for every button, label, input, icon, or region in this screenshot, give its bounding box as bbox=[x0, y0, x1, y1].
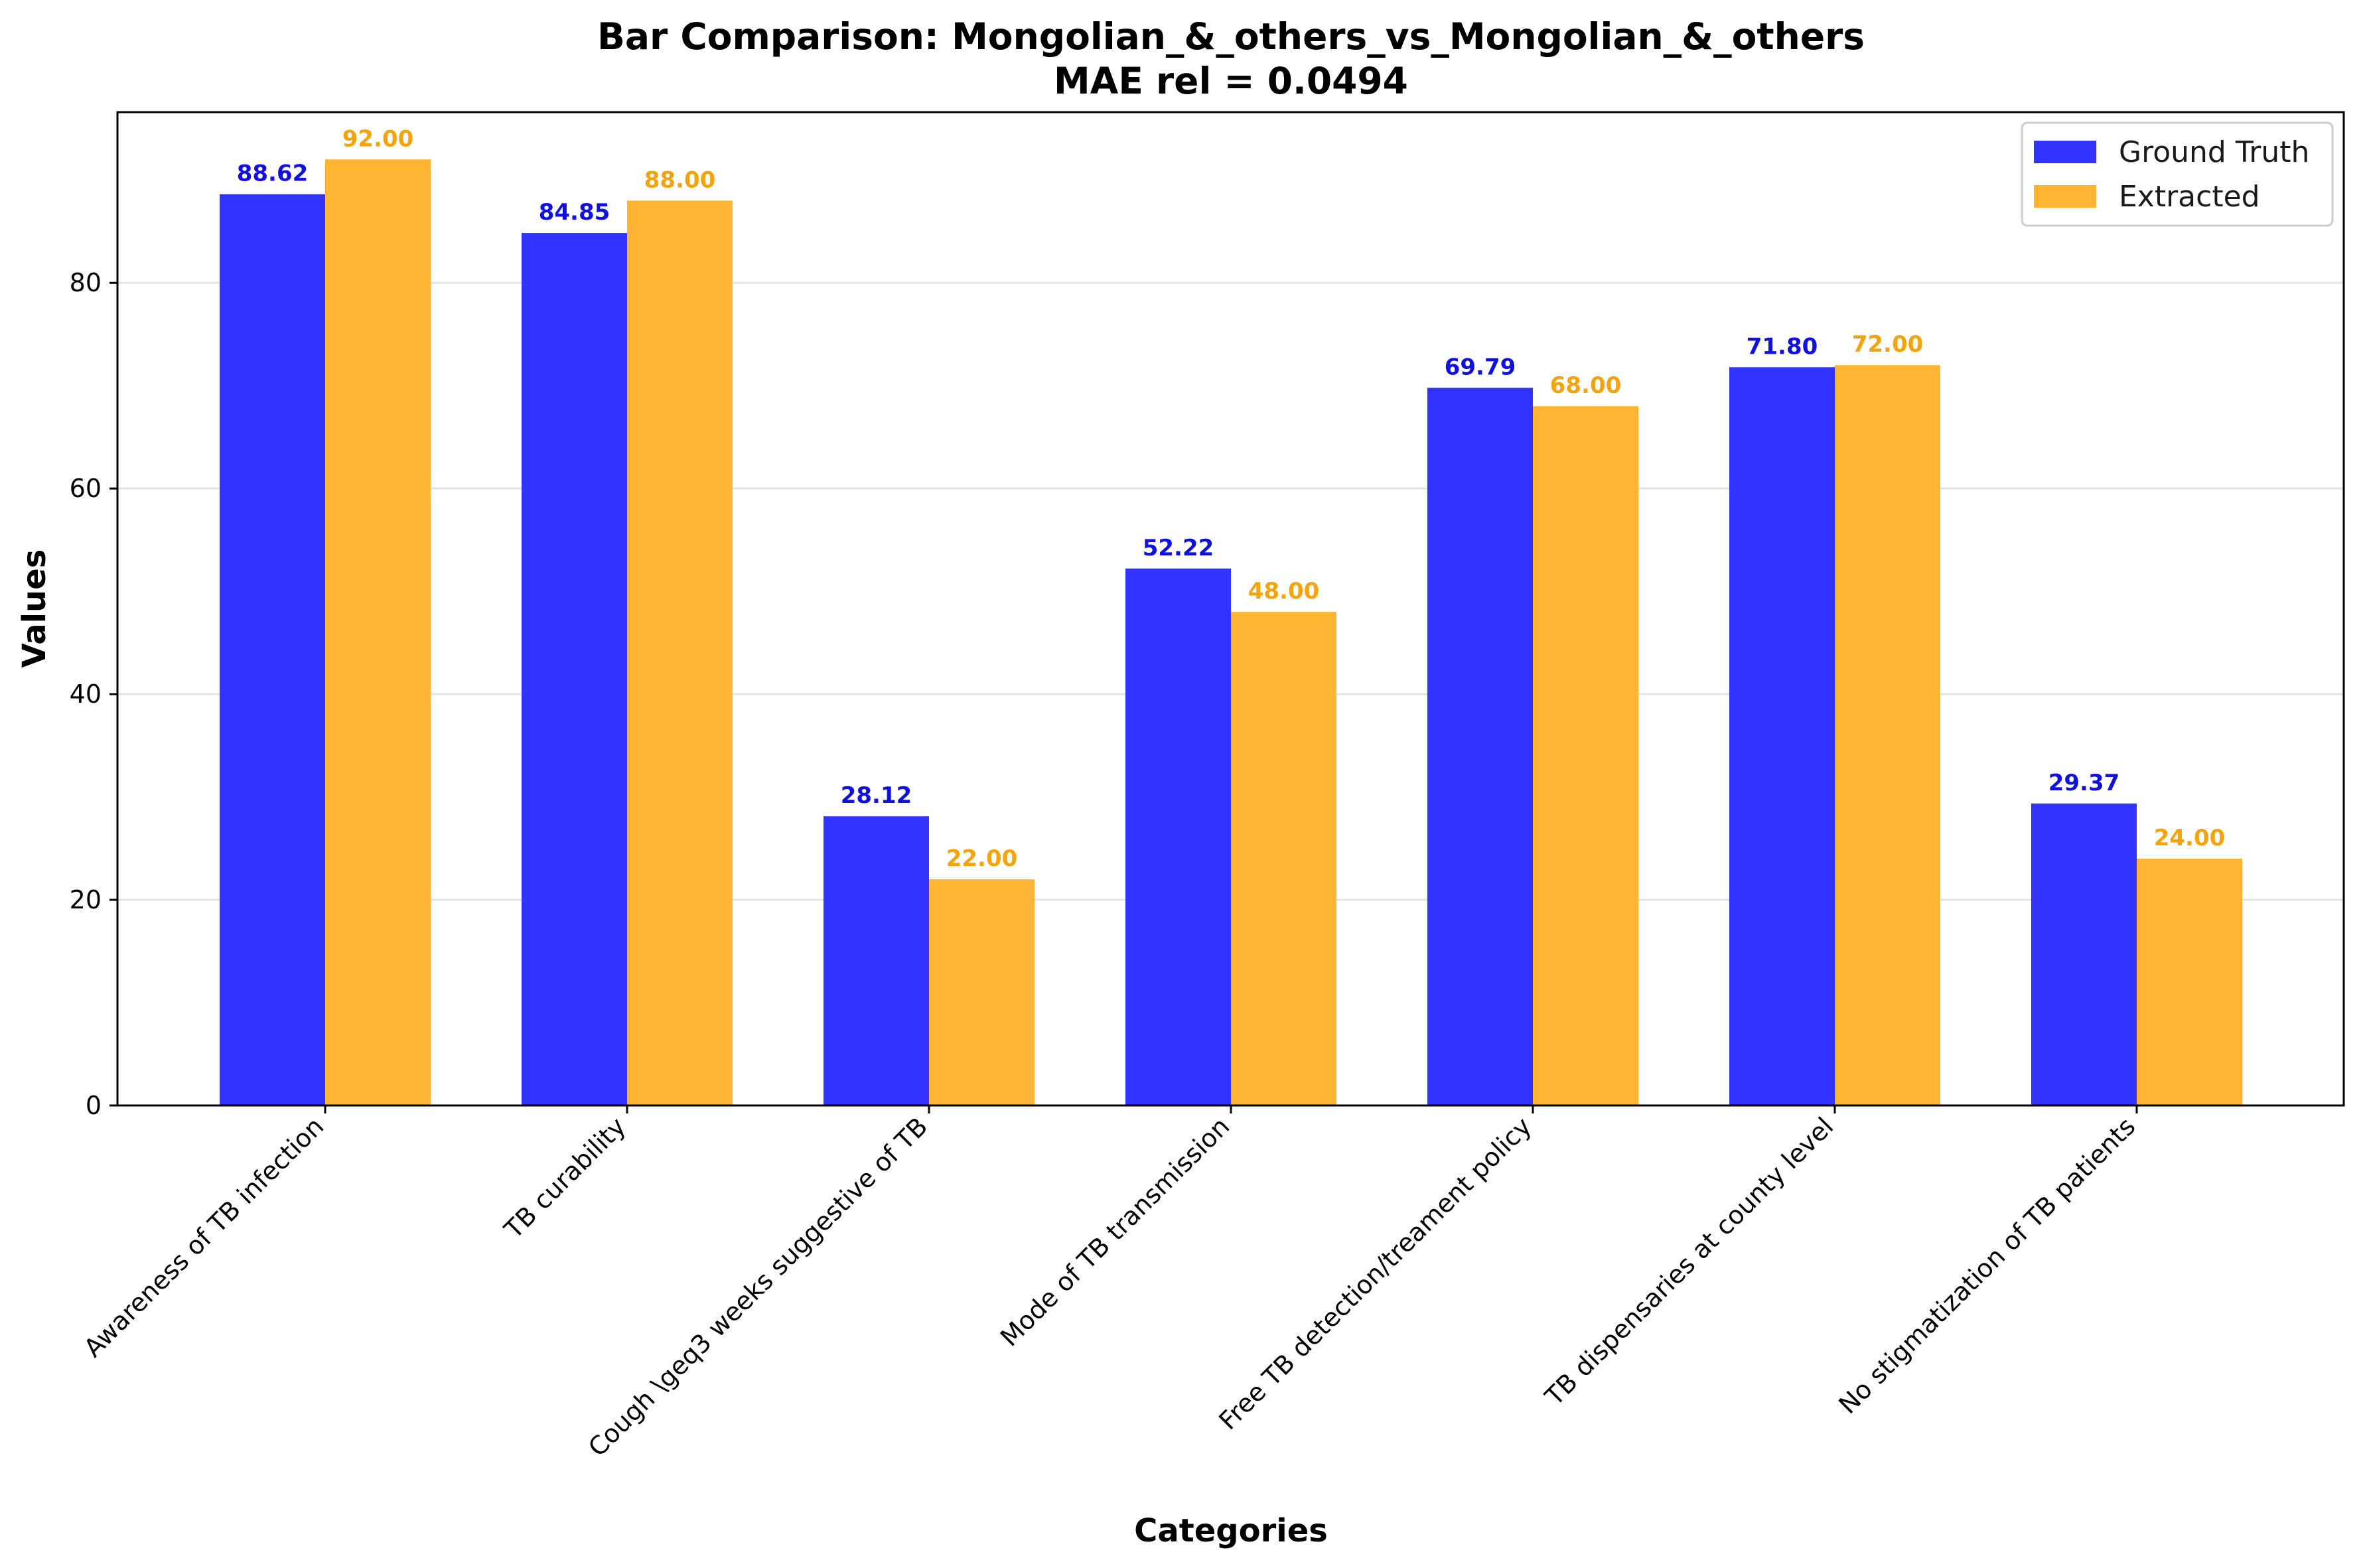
legend-label-ground-truth: Ground Truth bbox=[2119, 135, 2309, 169]
value-label: 69.79 bbox=[1445, 354, 1516, 380]
legend-box bbox=[2021, 121, 2334, 227]
bar-extracted bbox=[929, 879, 1035, 1105]
y-tick-label: 80 bbox=[70, 268, 102, 297]
bar-ground-truth bbox=[1729, 367, 1835, 1105]
value-label: 71.80 bbox=[1747, 333, 1818, 360]
y-tick-label: 40 bbox=[70, 679, 102, 709]
bar-ground-truth bbox=[522, 233, 627, 1105]
y-axis: 0 20 40 60 80 bbox=[70, 268, 117, 1120]
bar-ground-truth bbox=[1125, 568, 1231, 1105]
y-tick-label: 0 bbox=[86, 1091, 102, 1120]
value-label: 24.00 bbox=[2154, 825, 2226, 851]
value-label: 28.12 bbox=[841, 782, 912, 809]
value-label: 68.00 bbox=[1550, 372, 1622, 399]
chart-title: Bar Comparison: Mongolian_&_others_vs_Mo… bbox=[597, 15, 1865, 58]
value-labels: 88.62 84.85 28.12 52.22 69.79 71.80 29.37 92.00… bbox=[237, 125, 2226, 872]
value-label: 48.00 bbox=[1248, 578, 1320, 605]
value-label: 29.37 bbox=[2048, 770, 2120, 796]
bar-ground-truth bbox=[2031, 803, 2137, 1105]
value-label: 52.22 bbox=[1143, 535, 1214, 561]
bar-ground-truth bbox=[220, 194, 325, 1105]
bar-extracted bbox=[325, 159, 431, 1105]
value-label: 72.00 bbox=[1852, 331, 1924, 358]
value-label: 22.00 bbox=[946, 845, 1018, 872]
legend-swatch-ground-truth bbox=[2034, 141, 2096, 163]
y-tick-label: 60 bbox=[70, 474, 102, 503]
value-label: 92.00 bbox=[342, 125, 414, 152]
value-label: 84.85 bbox=[539, 199, 610, 226]
y-tick-label: 20 bbox=[70, 885, 102, 914]
value-label: 88.62 bbox=[237, 161, 309, 187]
value-label: 88.00 bbox=[644, 167, 716, 193]
y-axis-title: Values bbox=[16, 549, 53, 668]
legend-label-extracted: Extracted bbox=[2119, 180, 2260, 214]
bar-extracted bbox=[627, 200, 733, 1105]
bar-extracted bbox=[1231, 612, 1336, 1105]
bar-ground-truth bbox=[1427, 388, 1533, 1106]
bar-extracted bbox=[1835, 365, 1940, 1105]
chart-subtitle: MAE rel = 0.0494 bbox=[1054, 60, 1408, 102]
bar-ground-truth bbox=[824, 816, 929, 1105]
legend-swatch-extracted bbox=[2034, 185, 2096, 208]
legend: Ground Truth Extracted bbox=[2021, 121, 2334, 227]
bars bbox=[220, 159, 2242, 1106]
x-axis-title: Categories bbox=[1134, 1512, 1328, 1549]
bar-extracted bbox=[1533, 406, 1638, 1105]
bar-extracted bbox=[2137, 859, 2242, 1105]
